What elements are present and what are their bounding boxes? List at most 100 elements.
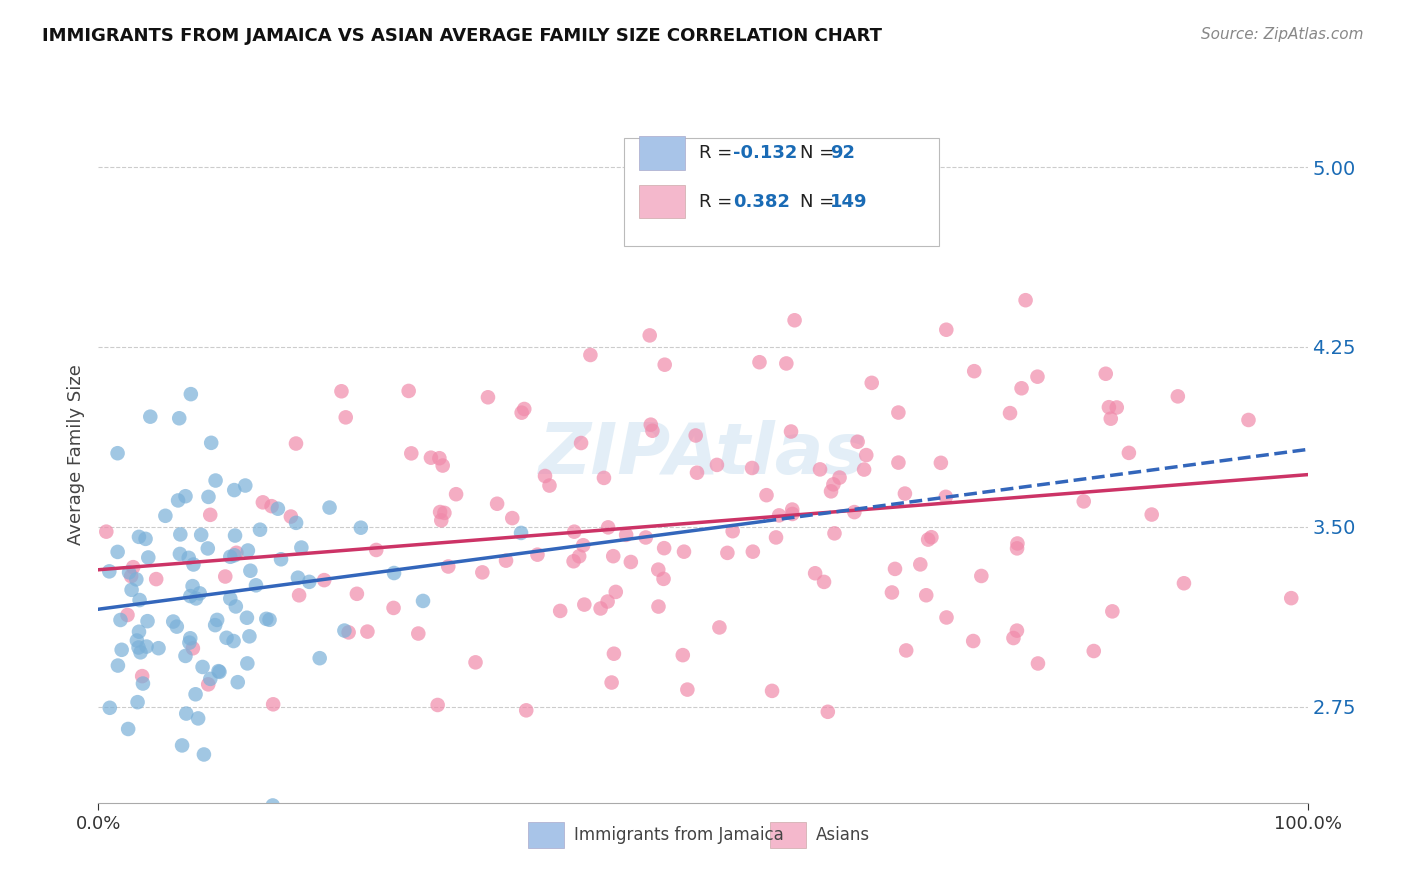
- Point: [614, 528, 637, 542]
- Point: [285, 516, 308, 530]
- Point: [262, 798, 284, 813]
- Point: [132, 676, 155, 690]
- Point: [162, 615, 184, 629]
- Point: [197, 490, 219, 504]
- Text: R =: R =: [699, 144, 738, 162]
- Point: [654, 358, 676, 372]
- Point: [136, 614, 159, 628]
- Point: [429, 451, 451, 466]
- Text: 92: 92: [830, 144, 855, 162]
- Point: [647, 599, 669, 614]
- Point: [111, 642, 134, 657]
- Point: [589, 601, 612, 615]
- Point: [262, 698, 284, 712]
- Point: [205, 613, 228, 627]
- Point: [290, 541, 312, 555]
- Point: [755, 488, 778, 502]
- Point: [298, 574, 321, 589]
- Point: [107, 545, 129, 559]
- Point: [817, 705, 839, 719]
- Point: [187, 711, 209, 725]
- Point: [574, 598, 596, 612]
- Point: [853, 462, 876, 476]
- Point: [224, 528, 246, 542]
- Point: [600, 675, 623, 690]
- Point: [233, 478, 256, 492]
- Point: [515, 703, 537, 717]
- Point: [768, 508, 790, 523]
- Point: [765, 531, 787, 545]
- Point: [1005, 624, 1028, 638]
- Point: [224, 549, 246, 563]
- Point: [706, 458, 728, 472]
- Point: [880, 585, 903, 599]
- Point: [887, 456, 910, 470]
- Point: [709, 620, 731, 634]
- Point: [935, 610, 957, 624]
- Point: [495, 554, 517, 568]
- Point: [686, 466, 709, 480]
- Point: [333, 624, 356, 638]
- Point: [219, 591, 242, 606]
- Point: [548, 604, 571, 618]
- Point: [1002, 631, 1025, 645]
- Point: [184, 591, 207, 606]
- Point: [464, 656, 486, 670]
- Point: [1005, 541, 1028, 556]
- Point: [429, 505, 451, 519]
- Point: [638, 328, 661, 343]
- Point: [225, 546, 247, 560]
- Point: [477, 390, 499, 404]
- Point: [1026, 369, 1049, 384]
- Y-axis label: Average Family Size: Average Family Size: [66, 365, 84, 545]
- Point: [122, 560, 145, 574]
- Point: [318, 500, 340, 515]
- Point: [761, 684, 783, 698]
- Text: 149: 149: [830, 193, 868, 211]
- Point: [634, 531, 657, 545]
- Point: [935, 490, 957, 504]
- Point: [356, 624, 378, 639]
- Point: [117, 607, 139, 622]
- Point: [222, 634, 245, 648]
- Point: [408, 626, 430, 640]
- Text: Asians: Asians: [815, 826, 869, 844]
- Point: [844, 505, 866, 519]
- Point: [98, 565, 121, 579]
- Point: [382, 601, 405, 615]
- Point: [1279, 591, 1302, 606]
- Point: [620, 555, 643, 569]
- Point: [128, 640, 150, 655]
- Point: [962, 634, 984, 648]
- Point: [314, 573, 336, 587]
- Point: [167, 411, 190, 425]
- Point: [128, 624, 150, 639]
- Point: [538, 478, 561, 492]
- Point: [808, 462, 831, 476]
- Point: [135, 532, 157, 546]
- Point: [534, 469, 557, 483]
- Point: [110, 613, 132, 627]
- Text: 0.382: 0.382: [734, 193, 790, 211]
- Point: [568, 549, 591, 564]
- Point: [1083, 644, 1105, 658]
- Point: [172, 739, 194, 753]
- Text: R =: R =: [699, 193, 738, 211]
- Point: [169, 547, 191, 561]
- Point: [145, 572, 167, 586]
- Point: [672, 648, 695, 662]
- Point: [308, 651, 330, 665]
- FancyBboxPatch shape: [624, 138, 939, 246]
- Point: [437, 559, 460, 574]
- Point: [401, 446, 423, 460]
- Point: [239, 564, 262, 578]
- Point: [593, 471, 616, 485]
- FancyBboxPatch shape: [638, 185, 685, 219]
- Point: [181, 641, 204, 656]
- Point: [169, 527, 191, 541]
- Point: [214, 569, 236, 583]
- Point: [280, 509, 302, 524]
- Point: [193, 747, 215, 762]
- Point: [804, 566, 827, 581]
- Point: [935, 323, 957, 337]
